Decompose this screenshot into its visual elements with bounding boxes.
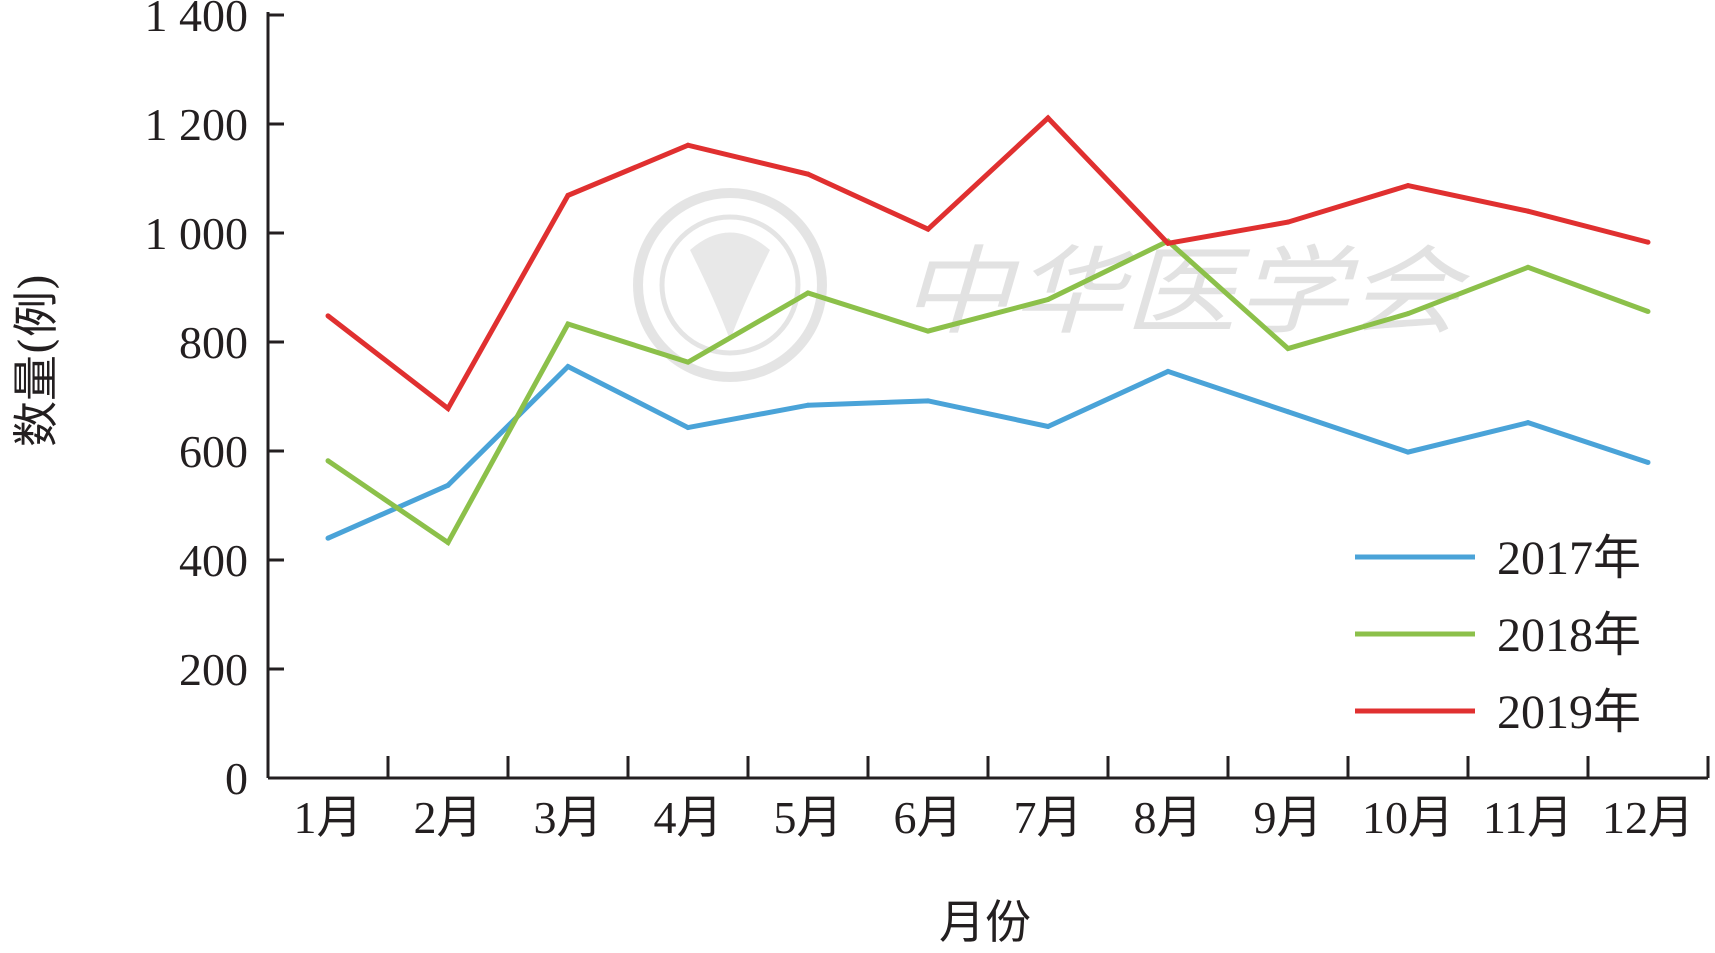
data-point [1045,423,1051,429]
data-point [325,313,331,319]
series-line [326,238,1649,547]
data-point [805,171,811,177]
legend-label: 2017年 [1497,532,1641,585]
y-tick-label: 400 [179,535,248,586]
data-point [1165,368,1171,374]
axes: 0 200 400 600 800 1 000 1 200 1 400 1月 2月 3月 4月 5月 6月… [145,0,1710,843]
x-axis-title: 月份 [939,895,1031,949]
data-point [1045,296,1051,302]
data-point [1405,449,1411,455]
data-point [1645,308,1651,314]
data-point [805,290,811,296]
data-point [925,328,931,334]
legend-item: 2018年 [1355,609,1641,662]
x-tick-label: 5月 [774,792,843,843]
data-point [565,192,571,198]
data-point [1045,115,1051,121]
data-point [445,540,451,546]
x-tick-label: 8月 [1134,792,1203,843]
legend: 2017年 2018年 2019年 [1355,532,1641,739]
x-tick-label: 10月 [1362,792,1454,843]
series-line [326,114,1649,413]
data-point [1405,183,1411,189]
data-point [1285,219,1291,225]
data-point [565,321,571,327]
data-point [925,398,931,404]
legend-label: 2019年 [1497,686,1641,739]
data-point [1525,420,1531,426]
series-line [326,363,1649,541]
x-tick-label: 9月 [1254,792,1323,843]
data-point [685,425,691,431]
y-tick-label: 1 000 [145,208,249,259]
x-tick-label: 11月 [1483,792,1573,843]
data-point [445,482,451,488]
data-point [565,364,571,370]
series-3 [325,114,1651,413]
watermark-text: 中华医学会 [900,236,1470,348]
x-tick-label: 2月 [414,792,483,843]
data-point [325,458,331,464]
x-tick-label: 12月 [1602,792,1694,843]
y-tick-label: 200 [179,644,248,695]
watermark: 中华医学会 [633,188,1470,382]
y-axis-title: 数量(例) [9,273,63,447]
data-point [1525,208,1531,214]
y-tick-label: 1 400 [145,0,249,41]
data-point [805,402,811,408]
data-point [1165,240,1171,246]
data-point [1285,409,1291,415]
legend-item: 2017年 [1355,532,1641,585]
x-tick-label: 7月 [1014,792,1083,843]
y-tick-label: 600 [179,426,248,477]
society-seal-icon [633,188,827,382]
y-tick-label: 1 200 [145,99,249,150]
data-point [325,535,331,541]
legend-item: 2019年 [1355,686,1641,739]
x-tick-label: 1月 [294,792,363,843]
legend-label: 2018年 [1497,609,1641,662]
data-point [1525,264,1531,270]
y-tick-label: 800 [179,317,248,368]
data-point [925,226,931,232]
x-tick-label: 3月 [534,792,603,843]
x-tick-label: 6月 [894,792,963,843]
data-point [1405,311,1411,317]
data-point [685,142,691,148]
data-point [1645,459,1651,465]
x-tick-label: 4月 [654,792,723,843]
series-layer [325,114,1651,547]
data-point [445,405,451,411]
data-point [1285,346,1291,352]
data-point [1645,239,1651,245]
y-tick-label: 0 [225,753,248,804]
series-1 [325,363,1651,541]
data-point [685,359,691,365]
series-2 [325,238,1651,547]
